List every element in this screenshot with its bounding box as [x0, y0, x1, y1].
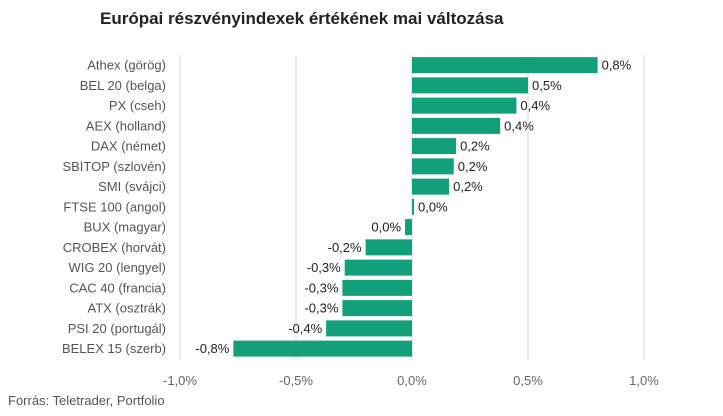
category-label: PSI 20 (portugál)	[68, 321, 166, 336]
data-label: 0,2%	[458, 159, 488, 174]
bar	[412, 178, 450, 195]
x-tick-label: -1,0%	[163, 373, 197, 388]
category-label: CAC 40 (francia)	[69, 280, 166, 295]
data-label: -0,8%	[195, 341, 229, 356]
category-label: SMI (svájci)	[98, 179, 166, 194]
category-label: WIG 20 (lengyel)	[68, 260, 166, 275]
bar	[342, 300, 412, 317]
bar	[365, 239, 412, 256]
bar	[412, 97, 517, 114]
bar	[412, 77, 528, 94]
data-label: -0,3%	[307, 260, 341, 275]
category-label: AEX (holland)	[86, 118, 166, 133]
category-label: ATX (osztrák)	[88, 301, 167, 316]
category-label: BEL 20 (belga)	[80, 78, 166, 93]
bars	[233, 57, 598, 357]
bar	[412, 138, 457, 155]
data-label: 0,0%	[418, 199, 448, 214]
bar	[412, 117, 501, 134]
x-tick-label: -0,5%	[279, 373, 313, 388]
data-label: 0,5%	[532, 78, 562, 93]
data-label: 0,2%	[453, 179, 483, 194]
labels: -1,0% -0,5% 0,0% 0,5% 1,0% Athex (görög) 0,8% B…	[62, 58, 659, 388]
category-label: Athex (görög)	[87, 58, 166, 73]
category-label: DAX (német)	[91, 139, 166, 154]
chart-title: Európai részvényindexek értékének mai vá…	[100, 9, 504, 28]
bar	[342, 279, 412, 296]
data-label: 0,4%	[520, 98, 550, 113]
bar	[412, 158, 454, 175]
data-label: 0,4%	[504, 118, 534, 133]
data-label: 0,2%	[460, 139, 490, 154]
data-label: -0,4%	[288, 321, 322, 336]
data-label: -0,3%	[304, 280, 338, 295]
bar	[233, 340, 412, 357]
category-label: CROBEX (horvát)	[63, 240, 166, 255]
data-label: 0,8%	[602, 58, 632, 73]
data-label: 0,0%	[371, 220, 401, 235]
bar	[412, 57, 598, 74]
x-tick-label: 1,0%	[629, 373, 659, 388]
category-label: PX (cseh)	[109, 98, 166, 113]
source-note: Forrás: Teletrader, Portfolio	[8, 393, 165, 408]
bar	[344, 259, 412, 276]
x-tick-label: 0,0%	[397, 373, 427, 388]
data-label: -0,3%	[304, 301, 338, 316]
category-label: BUX (magyar)	[84, 220, 166, 235]
bar	[405, 219, 412, 236]
bar	[412, 198, 414, 215]
category-label: BELEX 15 (szerb)	[62, 341, 166, 356]
data-label: -0,2%	[328, 240, 362, 255]
category-label: FTSE 100 (angol)	[63, 199, 166, 214]
category-label: SBITOP (szlovén)	[62, 159, 166, 174]
x-tick-label: 0,5%	[513, 373, 543, 388]
bar	[326, 320, 412, 337]
